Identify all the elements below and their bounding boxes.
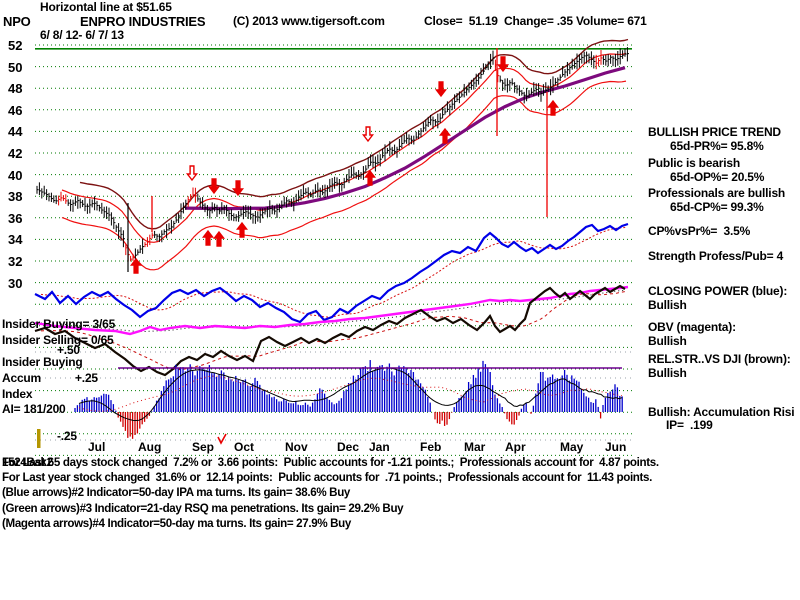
y-axis-label: 52 <box>8 38 23 53</box>
red-up-arrow <box>363 169 377 186</box>
y-axis-label: 38 <box>8 189 23 205</box>
x-axis-month-label: Aug <box>138 440 162 454</box>
right-panel-line: CLOSING POWER (blue): <box>648 284 788 298</box>
red-check-mark <box>217 433 227 445</box>
red-down-arrow <box>185 165 199 182</box>
right-panel-line: OBV (magenta): <box>648 320 736 334</box>
y-axis-label: 36 <box>8 210 23 226</box>
insider-buying-label: Insider Buying= 3/65 <box>2 317 116 331</box>
horizontal-line-label: Horizontal line at $51.65 <box>40 0 172 14</box>
accum-histogram <box>74 360 623 439</box>
right-panel-line: Bullish: Accumulation Risi <box>648 405 795 419</box>
red-down-arrow <box>207 178 221 195</box>
right-panel-line: Public is bearish <box>648 156 740 170</box>
y-axis-label: 48 <box>8 81 23 97</box>
closing-power-ma-red-dotted <box>40 227 627 318</box>
upper-band-brown <box>79 38 629 230</box>
right-panel-line: 65d-OP%= 20.5% <box>670 170 765 184</box>
x-axis-month-label: Mar <box>464 440 486 454</box>
x-axis-month-label: Dec <box>337 440 360 454</box>
quote-stats: Close= 51.19 Change= .35 Volume= 671 <box>424 14 647 28</box>
x-axis-month-label: Jun <box>605 440 627 454</box>
footer-signal-line: (Magenta arrows)#4 Indicator=50-day ma t… <box>2 516 352 530</box>
scale-plus-25: +.25 <box>75 371 98 385</box>
red-up-arrow <box>201 229 215 246</box>
closing-power-blue-line <box>34 222 629 324</box>
red-up-arrow <box>546 99 560 116</box>
footer-signal-line: For Last year stock changed 31.6% or 12.… <box>2 471 653 485</box>
red-up-arrow <box>129 257 143 274</box>
right-panel-line: CP%vsPr%= 3.5% <box>648 224 751 238</box>
right-panel-line: Bullish <box>648 298 687 312</box>
scale-plus-50: +.50 <box>57 343 80 357</box>
y-axis-label: 30 <box>8 275 23 291</box>
date-range: 6/ 8/ 12- 6/ 7/ 13 <box>40 28 124 42</box>
right-panel-line: Bullish <box>648 334 687 348</box>
lower-band-red <box>61 80 627 271</box>
yellow-marker <box>37 429 41 448</box>
red-up-arrow <box>235 221 249 238</box>
x-axis-month-label: Oct <box>234 440 255 454</box>
y-axis-label: 44 <box>8 124 23 140</box>
y-axis-label: 46 <box>8 102 23 118</box>
x-axis-month-label: Apr <box>505 440 526 454</box>
accum-index-label-3: Index <box>2 387 33 401</box>
x-axis-month-label: Sep <box>192 440 215 454</box>
right-panel-line: 65d-CP%= 99.3% <box>670 200 764 214</box>
red-up-arrow <box>438 127 452 144</box>
x-axis-month-label: May <box>560 440 584 454</box>
accum-index-label-2: Accum <box>2 371 42 385</box>
right-panel-line: Professionals are bullish <box>648 186 786 200</box>
ticker-symbol: NPO <box>3 14 31 29</box>
right-panel-line: REL.STR..VS DJI (brown): <box>648 352 791 366</box>
red-down-arrow <box>434 81 448 98</box>
footer-signal-line: (Blue arrows)#2 Indicator=50-day IPA ma … <box>2 486 351 500</box>
accum-ma-black-line <box>78 367 623 422</box>
y-axis-label: 42 <box>8 146 23 161</box>
y-axis-label: 40 <box>8 167 23 183</box>
obv-magenta-line <box>34 285 629 336</box>
upper-band-red <box>61 52 627 243</box>
x-axis-month-label: Jul <box>88 440 106 454</box>
relstr-dark-line <box>34 284 626 377</box>
x-axis-month-label: Jan <box>369 440 390 454</box>
stock-title: ENPRO INDUSTRIES <box>80 14 206 29</box>
y-axis-label: 32 <box>8 254 23 269</box>
red-down-arrow <box>361 126 375 143</box>
right-panel-line: BULLISH PRICE TREND <box>648 125 781 139</box>
red-down-arrow <box>496 56 510 73</box>
price-bars <box>36 47 629 262</box>
right-panel-line: IP= .199 <box>666 418 713 432</box>
red-up-arrow <box>212 230 226 247</box>
x-axis-month-label: Feb <box>420 440 442 454</box>
right-panel-line: Strength Profess/Pub= 4 <box>648 249 784 263</box>
copyright-label: (C) 2013 www.tigersoft.com <box>233 14 385 28</box>
right-panel-line: Bullish <box>648 366 687 380</box>
footer-signal-line: (Green arrows)#3 Indicator=21-day RSQ ma… <box>2 501 404 515</box>
right-panel-line: 65d-PR%= 95.8% <box>670 139 764 153</box>
footer-signal-line: For Last 65 days stock changed 7.2% or 3… <box>2 456 659 469</box>
relstr-ma-red-dashed <box>40 291 626 371</box>
scale-minus-25: -.25 <box>57 429 77 443</box>
insider-selling-label: Insider Selling= 0/65 <box>2 333 114 347</box>
file-code-overlay: 1524Bak2 <box>2 456 53 469</box>
y-axis-label: 50 <box>8 59 23 75</box>
ai-value-label: AI= 181/200 <box>2 402 66 416</box>
accum-index-label-1: Insider Buying <box>2 355 83 369</box>
red-down-arrow <box>231 180 245 197</box>
ma50-purple-line <box>184 66 626 211</box>
x-axis-month-label: Nov <box>285 440 308 454</box>
y-axis-label: 34 <box>8 232 23 248</box>
